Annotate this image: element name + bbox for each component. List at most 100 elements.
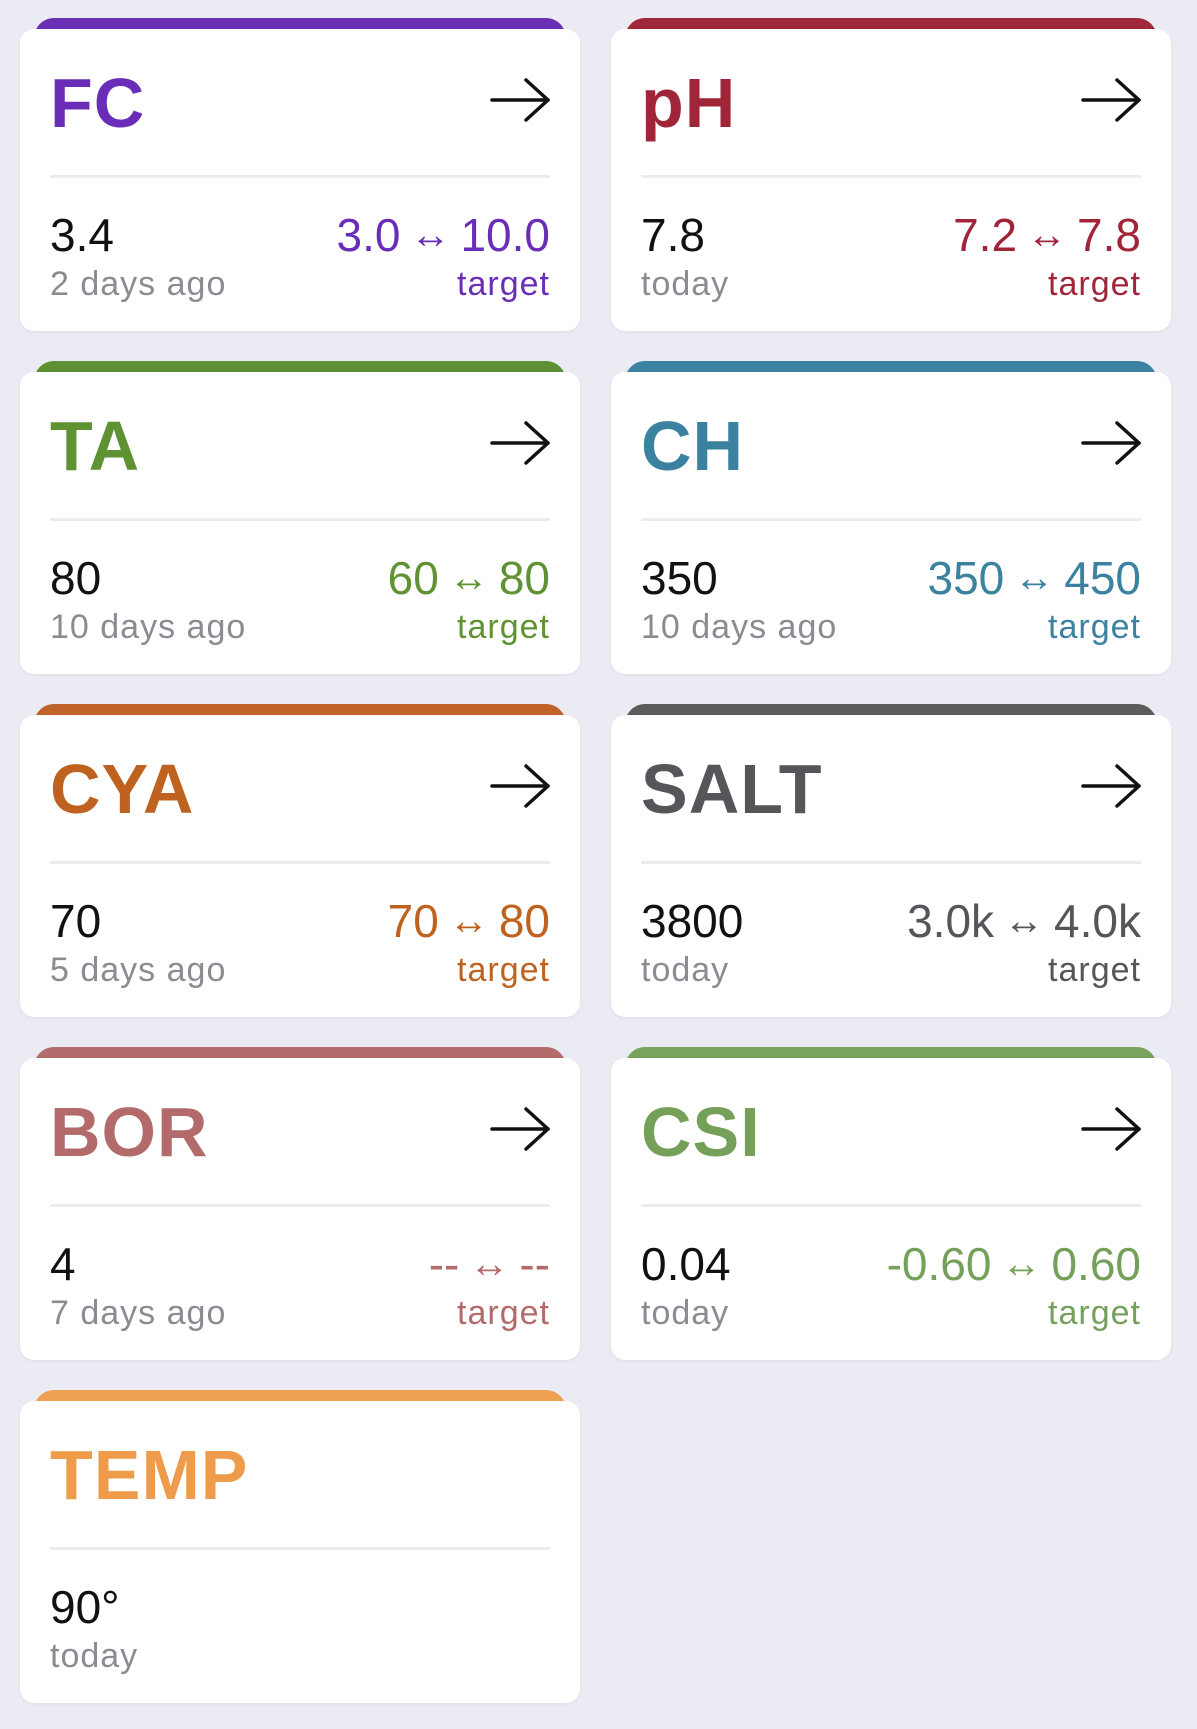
target-low: 350	[927, 552, 1005, 604]
target-high: 7.8	[1077, 209, 1141, 261]
card-title: BOR	[50, 1093, 209, 1171]
range-separator-icon: ↔	[410, 213, 451, 257]
arrow-right-icon[interactable]	[1081, 420, 1143, 466]
card-body	[20, 715, 580, 1017]
card-salt[interactable]: SALT 3800 today 3.0k ↔ 4.0k target	[611, 704, 1171, 1017]
arrow-right-icon[interactable]	[1081, 763, 1143, 809]
card-title: SALT	[641, 750, 823, 828]
last-updated: 10 days ago	[50, 608, 247, 646]
target-high: 4.0k	[1054, 895, 1141, 947]
target-label: target	[1048, 951, 1141, 989]
card-ch[interactable]: CH 350 10 days ago 350 ↔ 450 target	[611, 361, 1171, 674]
target-high: 0.60	[1051, 1238, 1141, 1290]
card-title: CYA	[50, 750, 195, 828]
target-low: 60	[387, 552, 439, 604]
divider	[50, 175, 550, 178]
card-title: FC	[50, 64, 146, 142]
divider	[641, 518, 1141, 521]
current-value: 0.04	[641, 1238, 731, 1290]
target-range: -0.60 ↔ 0.60	[887, 1238, 1141, 1290]
card-body	[611, 372, 1171, 674]
target-low: 70	[387, 895, 439, 947]
last-updated: 10 days ago	[641, 608, 838, 646]
last-updated: 2 days ago	[50, 265, 227, 303]
divider	[50, 1547, 550, 1550]
target-low: 7.2	[953, 209, 1018, 261]
last-updated: today	[641, 951, 730, 989]
range-separator-icon: ↔	[448, 899, 489, 943]
target-high: 10.0	[460, 209, 550, 261]
last-updated: 5 days ago	[50, 951, 227, 989]
card-title: CSI	[641, 1093, 761, 1171]
target-label: target	[457, 265, 550, 303]
divider	[641, 1204, 1141, 1207]
current-value: 90°	[50, 1581, 120, 1633]
card-body	[20, 372, 580, 674]
card-csi[interactable]: CSI 0.04 today -0.60 ↔ 0.60 target	[611, 1047, 1171, 1360]
card-bor[interactable]: BOR 4 7 days ago -- ↔ -- target	[20, 1047, 580, 1360]
target-label: target	[1048, 265, 1141, 303]
target-label: target	[457, 1294, 550, 1332]
range-separator-icon: ↔	[469, 1242, 510, 1286]
card-cya[interactable]: CYA 70 5 days ago 70 ↔ 80 target	[20, 704, 580, 1017]
card-fc[interactable]: FC 3.4 2 days ago 3.0 ↔ 10.0 target	[20, 18, 580, 331]
target-high: 80	[498, 552, 550, 604]
arrow-right-icon[interactable]	[1081, 77, 1143, 123]
arrow-right-icon[interactable]	[490, 420, 552, 466]
range-separator-icon: ↔	[448, 556, 489, 600]
target-range: -- ↔ --	[429, 1238, 550, 1290]
divider	[641, 175, 1141, 178]
last-updated: today	[641, 265, 730, 303]
arrow-right-icon[interactable]	[1081, 1106, 1143, 1152]
current-value: 70	[50, 895, 102, 947]
card-body	[20, 1401, 580, 1703]
divider	[50, 1204, 550, 1207]
card-ph[interactable]: pH 7.8 today 7.2 ↔ 7.8 target	[611, 18, 1171, 331]
card-body	[611, 1058, 1171, 1360]
card-temp[interactable]: TEMP 90° today	[20, 1390, 580, 1703]
current-value: 4	[50, 1238, 76, 1290]
current-value: 3800	[641, 895, 744, 947]
last-updated: today	[641, 1294, 730, 1332]
target-high: 450	[1064, 552, 1141, 604]
current-value: 80	[50, 552, 102, 604]
card-body	[20, 29, 580, 331]
target-range: 350 ↔ 450	[928, 552, 1142, 604]
target-low: 3.0k	[907, 895, 995, 947]
last-updated: 7 days ago	[50, 1294, 227, 1332]
card-title: TEMP	[50, 1436, 249, 1514]
arrow-right-icon[interactable]	[490, 1106, 552, 1152]
arrow-right-icon[interactable]	[490, 763, 552, 809]
card-ta[interactable]: TA 80 10 days ago 60 ↔ 80 target	[20, 361, 580, 674]
target-range: 3.0 ↔ 10.0	[337, 209, 550, 261]
target-range: 7.2 ↔ 7.8	[953, 209, 1141, 261]
divider	[50, 861, 550, 864]
range-separator-icon: ↔	[1014, 556, 1055, 600]
target-label: target	[457, 951, 550, 989]
target-range: 3.0k ↔ 4.0k	[907, 895, 1141, 947]
target-high: --	[519, 1238, 550, 1290]
card-title: pH	[641, 64, 737, 142]
target-label: target	[1048, 1294, 1141, 1332]
range-separator-icon: ↔	[1004, 899, 1045, 943]
card-body	[611, 29, 1171, 331]
target-low: -0.60	[886, 1238, 992, 1290]
range-separator-icon: ↔	[1001, 1242, 1042, 1286]
card-body	[20, 1058, 580, 1360]
divider	[641, 861, 1141, 864]
card-body	[611, 715, 1171, 1017]
current-value: 350	[641, 552, 718, 604]
current-value: 7.8	[641, 209, 705, 261]
range-separator-icon: ↔	[1027, 213, 1068, 257]
card-title: TA	[50, 407, 141, 485]
current-value: 3.4	[50, 209, 114, 261]
divider	[50, 518, 550, 521]
target-label: target	[1048, 608, 1141, 646]
target-high: 80	[498, 895, 550, 947]
arrow-right-icon[interactable]	[490, 77, 552, 123]
target-range: 70 ↔ 80	[388, 895, 550, 947]
target-low: 3.0	[336, 209, 401, 261]
target-label: target	[457, 608, 550, 646]
card-title: CH	[641, 407, 745, 485]
last-updated: today	[50, 1637, 139, 1675]
